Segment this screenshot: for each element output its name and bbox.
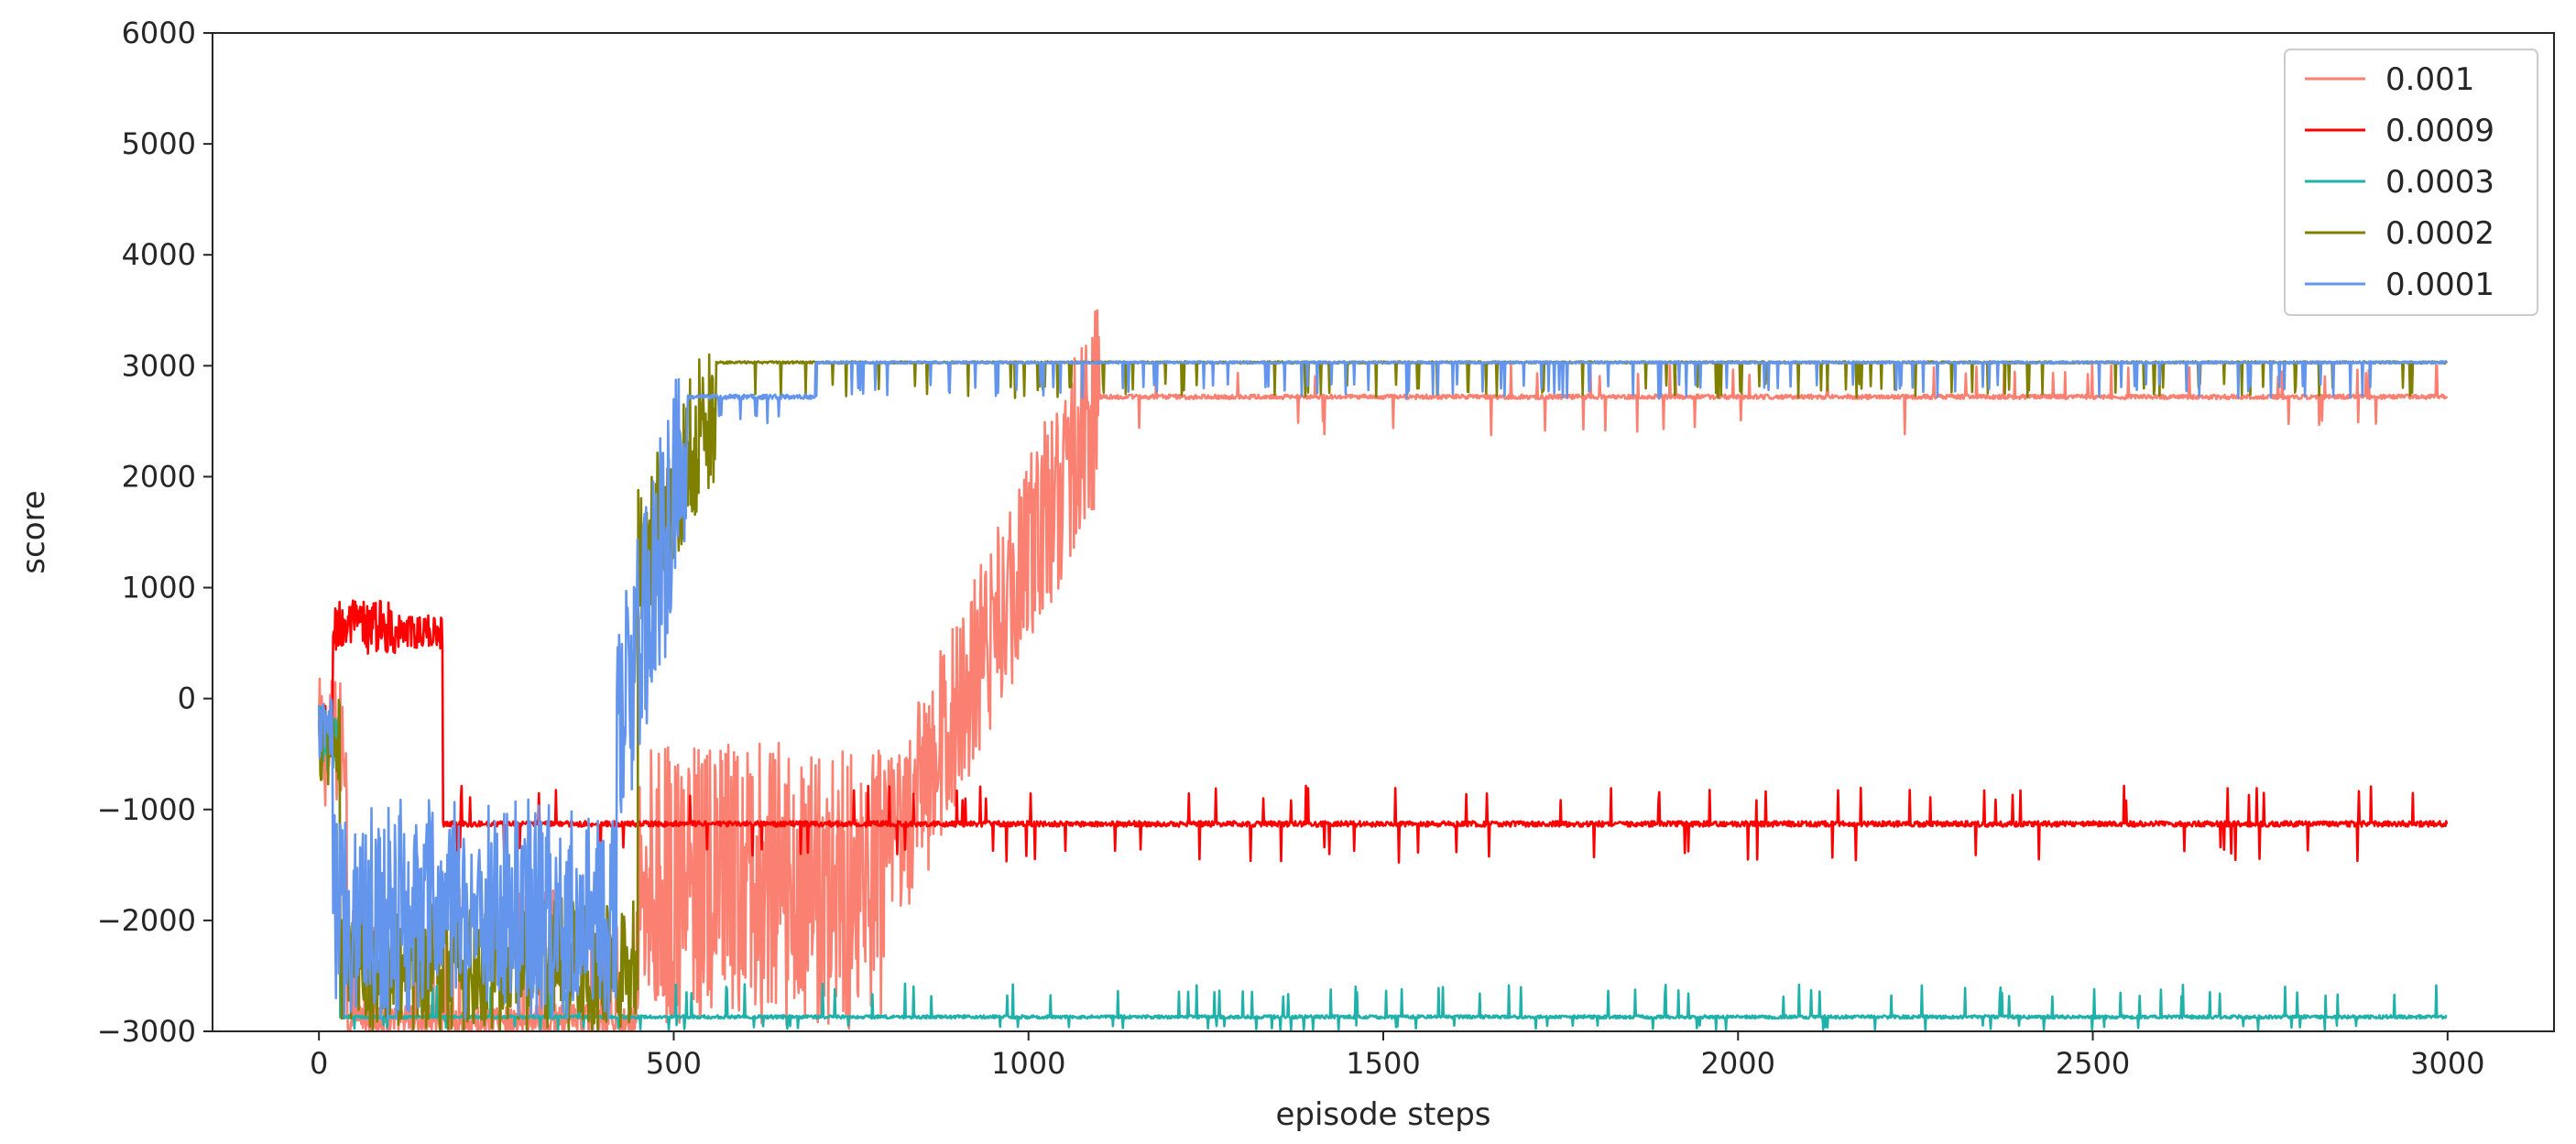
x-tick-label: 1000 <box>991 1046 1065 1081</box>
series-line-0-0009 <box>317 599 2449 864</box>
y-tick-label: 5000 <box>122 126 196 161</box>
legend-label: 0.0009 <box>2385 113 2494 149</box>
y-tick-label: 1000 <box>122 571 196 605</box>
y-tick-label: 6000 <box>122 16 196 50</box>
x-axis-label: episode steps <box>1275 1096 1490 1133</box>
x-tick-label: 1500 <box>1346 1046 1420 1081</box>
legend: 0.001 0.0009 0.0003 0.0002 0.0001 <box>2284 49 2538 316</box>
x-axis: 0 500 1000 1500 2000 2500 3000 <box>310 1031 2485 1081</box>
x-tick-label: 2500 <box>2056 1046 2130 1081</box>
x-tick-label: 3000 <box>2410 1046 2484 1081</box>
legend-label: 0.0001 <box>2385 267 2494 303</box>
x-tick-label: 2000 <box>1701 1046 1775 1081</box>
y-tick-label: −1000 <box>97 792 196 827</box>
y-tick-label: 4000 <box>122 237 196 272</box>
legend-box <box>2284 49 2538 316</box>
y-tick-label: 2000 <box>122 459 196 494</box>
legend-label: 0.001 <box>2385 61 2474 98</box>
y-tick-label: −3000 <box>97 1014 196 1049</box>
series-line-0-0003 <box>317 706 2448 1031</box>
y-axis: −3000 −2000 −1000 0 1000 2000 3000 4000 5000 6000 <box>97 16 213 1049</box>
series-layer <box>317 309 2449 1031</box>
y-tick-label: 3000 <box>122 348 196 383</box>
y-axis-label: score <box>16 490 52 573</box>
x-tick-label: 500 <box>646 1046 702 1081</box>
series-line-0-0001 <box>317 360 2448 1020</box>
legend-items: 0.001 0.0009 0.0003 0.0002 0.0001 <box>2305 61 2494 303</box>
x-tick-label: 0 <box>310 1046 328 1081</box>
y-tick-label: −2000 <box>97 903 196 938</box>
y-tick-label: 0 <box>178 681 196 716</box>
legend-label: 0.0002 <box>2385 215 2494 252</box>
legend-label: 0.0003 <box>2385 164 2494 201</box>
series-line-0-001 <box>317 309 2449 1031</box>
